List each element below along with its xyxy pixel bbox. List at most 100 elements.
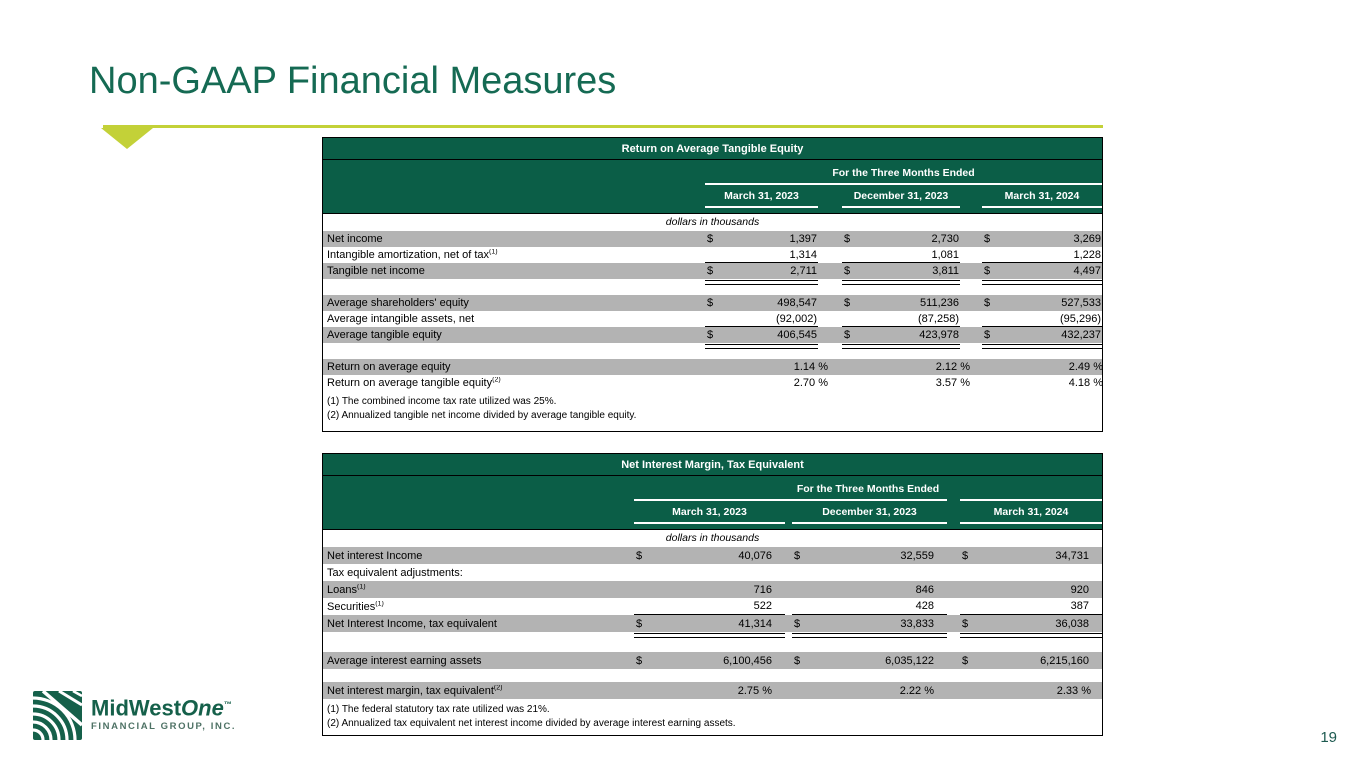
value-cell: (92,002) bbox=[705, 311, 818, 327]
row-label: Average intangible assets, net bbox=[327, 313, 475, 325]
double-rule bbox=[982, 344, 1102, 349]
accent-rule bbox=[103, 125, 1103, 128]
value-cell: $40,076 bbox=[636, 549, 772, 562]
value-cell: 716 bbox=[753, 583, 772, 596]
value-cell: 2.75 % bbox=[737, 684, 772, 697]
value-cell: 846 bbox=[915, 583, 934, 596]
midwestone-field-icon bbox=[33, 691, 82, 740]
table-row: Net Interest Income, tax equivalent $41,3… bbox=[323, 615, 1102, 632]
column-header: December 31, 2023 bbox=[792, 502, 947, 524]
table-header: For the Three Months Ended March 31, 202… bbox=[323, 476, 1102, 530]
row-label: Return on average equity bbox=[327, 361, 451, 373]
company-logo: MidWestOne™ FINANCIAL GROUP, INC. bbox=[33, 691, 236, 740]
logo-wordmark: MidWestOne™ bbox=[91, 695, 232, 721]
value-cell: $6,035,122 bbox=[794, 654, 934, 667]
value-cell: 2.33 % bbox=[1056, 684, 1091, 697]
footnotes: (1) The combined income tax rate utilize… bbox=[323, 391, 1102, 423]
value-cell: 4.18 % bbox=[1068, 377, 1103, 389]
value-cell: 2.12 % bbox=[935, 361, 970, 373]
row-label: Average interest earning assets bbox=[327, 654, 482, 667]
value-cell: $4,497 bbox=[984, 265, 1101, 277]
footnote: (2) Annualized tax equivalent net intere… bbox=[327, 718, 736, 729]
row-label: Securities(1) bbox=[327, 600, 384, 613]
value-cell: 920 bbox=[1070, 583, 1089, 596]
return-on-average-tangible-equity-table: Return on Average Tangible Equity For th… bbox=[322, 137, 1103, 432]
double-rule bbox=[634, 633, 785, 638]
value-cell: (95,296) bbox=[982, 311, 1102, 327]
table-title: Return on Average Tangible Equity bbox=[323, 138, 1102, 160]
units-note: dollars in thousands bbox=[323, 530, 1102, 547]
table-row: Tax equivalent adjustments: bbox=[323, 564, 1102, 581]
column-header: March 31, 2024 bbox=[982, 186, 1102, 208]
row-label: Tax equivalent adjustments: bbox=[327, 566, 463, 579]
period-header: For the Three Months Ended bbox=[796, 483, 940, 495]
value-cell: $36,038 bbox=[962, 617, 1089, 630]
value-cell: $6,215,160 bbox=[962, 654, 1089, 667]
table-row: Securities(1) 522 428 387 bbox=[323, 598, 1102, 615]
table-row: Net interest margin, tax equivalent(2) 2.… bbox=[323, 682, 1102, 699]
double-rule bbox=[842, 280, 960, 285]
value-cell: $432,237 bbox=[984, 329, 1101, 341]
value-cell: 2.70 % bbox=[793, 377, 828, 389]
row-label: Average tangible equity bbox=[327, 329, 442, 341]
spacer-row bbox=[323, 286, 1102, 295]
row-label: Loans(1) bbox=[327, 583, 366, 596]
value-cell: (87,258) bbox=[842, 311, 960, 327]
value-cell: 1.14 % bbox=[793, 361, 828, 373]
triangle-down-icon bbox=[101, 128, 153, 149]
table-row: Net income $1,397 $2,730 $3,269 bbox=[323, 231, 1102, 247]
value-cell: $6,100,456 bbox=[636, 654, 772, 667]
spacer-row bbox=[323, 350, 1102, 359]
double-rule bbox=[842, 344, 960, 349]
period-header: For the Three Months Ended bbox=[832, 167, 975, 179]
value-cell: $527,533 bbox=[984, 297, 1101, 309]
period-underline bbox=[323, 183, 1102, 185]
page-number: 19 bbox=[1320, 729, 1337, 746]
value-cell: 2.49 % bbox=[1068, 361, 1103, 373]
spacer-row bbox=[323, 669, 1102, 682]
value-cell bbox=[960, 564, 1102, 581]
table-body: Net income $1,397 $2,730 $3,269 Intangible a… bbox=[323, 231, 1103, 391]
table-row: Tangible net income $2,711 $3,811 $4,497 bbox=[323, 263, 1102, 279]
table-row: Intangible amortization, net of tax(1) 1,… bbox=[323, 247, 1102, 263]
table-row: Return on average equity 1.14 % 2.12 % 2.49… bbox=[323, 359, 1103, 375]
period-underline bbox=[323, 499, 1102, 501]
value-cell bbox=[792, 564, 947, 581]
row-label: Net income bbox=[327, 233, 383, 245]
row-label: Average shareholders' equity bbox=[327, 297, 469, 309]
value-cell: $2,730 bbox=[844, 233, 959, 245]
column-header: March 31, 2023 bbox=[634, 502, 785, 524]
double-rule-row bbox=[323, 343, 1102, 350]
value-cell: 2.22 % bbox=[899, 684, 934, 697]
table-row: Loans(1) 716 846 920 bbox=[323, 581, 1102, 598]
value-cell: 3.57 % bbox=[935, 377, 970, 389]
value-cell: $3,269 bbox=[984, 233, 1101, 245]
table-row: Average shareholders' equity $498,547 $511… bbox=[323, 295, 1102, 311]
table-row: Net interest Income $40,076 $32,559 $34,731 bbox=[323, 547, 1102, 564]
table-row: Average interest earning assets $6,100,45… bbox=[323, 652, 1102, 669]
column-header: March 31, 2023 bbox=[705, 186, 818, 208]
value-cell: 1,314 bbox=[705, 247, 818, 263]
value-cell bbox=[634, 564, 785, 581]
column-header: December 31, 2023 bbox=[842, 186, 960, 208]
value-cell: 428 bbox=[792, 598, 947, 615]
column-header: March 31, 2024 bbox=[960, 502, 1102, 524]
value-cell: $32,559 bbox=[794, 549, 934, 562]
row-label: Tangible net income bbox=[327, 265, 425, 277]
table-row: Average intangible assets, net (92,002) (8… bbox=[323, 311, 1102, 327]
row-label: Net interest margin, tax equivalent(2) bbox=[327, 684, 503, 697]
double-rule bbox=[982, 280, 1102, 285]
row-label: Net interest Income bbox=[327, 549, 423, 562]
logo-subtitle: FINANCIAL GROUP, INC. bbox=[91, 721, 237, 733]
footnote: (2) Annualized tangible net income divid… bbox=[327, 410, 637, 421]
value-cell: $34,731 bbox=[962, 549, 1089, 562]
value-cell: 1,228 bbox=[982, 247, 1102, 263]
units-note: dollars in thousands bbox=[323, 214, 1102, 231]
table-title: Net Interest Margin, Tax Equivalent bbox=[323, 454, 1102, 476]
value-cell: $2,711 bbox=[707, 265, 817, 277]
page-title: Non-GAAP Financial Measures bbox=[89, 60, 617, 102]
value-cell: $406,545 bbox=[707, 329, 817, 341]
double-rule bbox=[792, 633, 947, 638]
value-cell: $41,314 bbox=[636, 617, 772, 630]
value-cell: 522 bbox=[634, 598, 785, 615]
